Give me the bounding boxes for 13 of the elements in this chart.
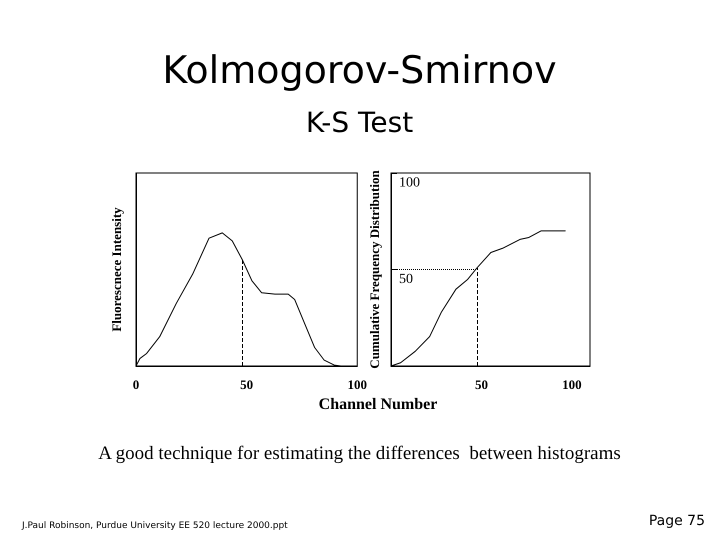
text: A good technique for estimating the differences between histograms — [97, 443, 622, 465]
x-tick-label: 100 — [562, 377, 582, 392]
x-tick-label: 100 — [348, 377, 367, 392]
chart-title: Kolmogorov-Smirnov — [161, 48, 558, 92]
text: J.Paul Robinson, Purdue University EE 520 lecture 2000.ppt — [22, 521, 288, 531]
y-axis-title: Cumulative Frequency Distribution — [367, 170, 382, 369]
x-axis-title: Channel Number — [318, 396, 438, 414]
chart-subtitle: K-S Test — [304, 106, 414, 139]
text: Page 75 — [648, 513, 705, 529]
y-axis-title: Fluorescnece Intensity — [109, 206, 124, 332]
x-tick-label: 50 — [474, 377, 488, 392]
x-tick-label: 50 — [240, 377, 254, 392]
x-tick-label: 0 — [132, 377, 140, 392]
